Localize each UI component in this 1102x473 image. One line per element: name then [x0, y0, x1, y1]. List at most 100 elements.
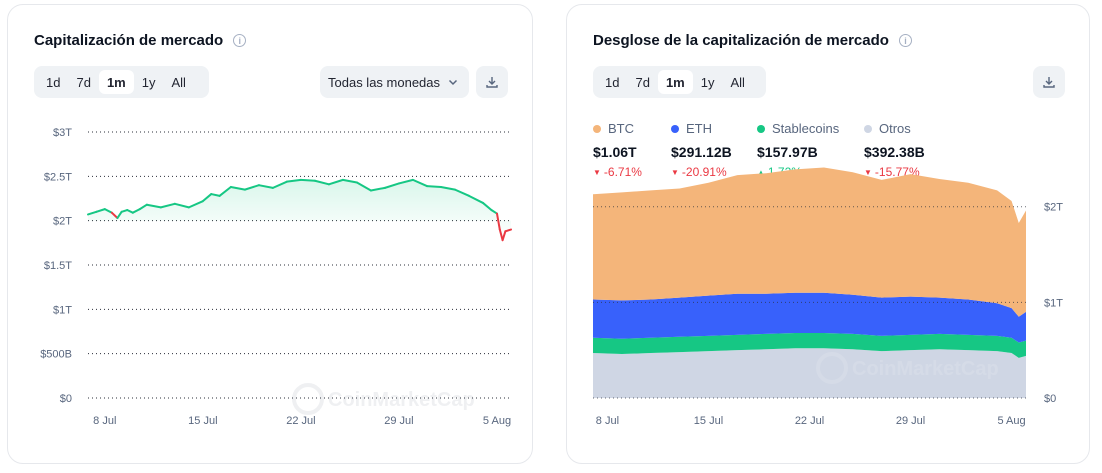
- market-cap-line-segment: [229, 185, 246, 191]
- market-cap-line-segment: [467, 194, 484, 204]
- market-cap-line-segment: [131, 208, 141, 214]
- y-tick-label: $1.5T: [44, 260, 72, 272]
- market-cap-line-segment: [138, 203, 148, 211]
- legend-change: ▼ -6.71%: [593, 165, 671, 179]
- download-button[interactable]: [1033, 66, 1065, 98]
- watermark: CoinMarketCap: [292, 383, 475, 415]
- market-cap-line-segment: [341, 178, 358, 184]
- legend-label: Otros: [864, 121, 944, 136]
- tab-1m[interactable]: 1m: [98, 70, 134, 94]
- tab-1y[interactable]: 1y: [141, 74, 156, 90]
- legend-color-dot: [593, 124, 601, 133]
- y-tick-label: $500B: [40, 349, 72, 361]
- market-cap-line-segment: [257, 184, 274, 189]
- market-cap-line-segment: [383, 182, 400, 189]
- legend-color-dot: [671, 124, 679, 133]
- tab-1d[interactable]: 1d: [46, 74, 61, 90]
- download-icon: [486, 77, 498, 88]
- market-cap-line-segment: [210, 193, 221, 197]
- tab-all[interactable]: All: [171, 74, 186, 90]
- coin-filter-label: Todas las monedas: [328, 74, 441, 90]
- legend-item-otros[interactable]: Otros $392.38B ▼ -15.77%: [864, 121, 944, 179]
- legend-item-btc[interactable]: BTC $1.06T ▼ -6.71%: [593, 121, 671, 179]
- legend-label: BTC: [593, 121, 671, 136]
- market-cap-title-row: Capitalización de mercado i: [34, 32, 247, 49]
- tab-7d[interactable]: 7d: [635, 74, 650, 90]
- y-tick-label: $0: [1044, 393, 1056, 405]
- triangle-down-icon: ▼: [671, 167, 679, 177]
- y-tick-label: $1T: [1044, 297, 1063, 309]
- tab-1y[interactable]: 1y: [700, 74, 715, 90]
- area-otros: [593, 348, 1026, 398]
- market-cap-line-segment: [501, 230, 507, 242]
- market-cap-line-segment: [425, 185, 442, 188]
- legend-change: ▼ -20.91%: [671, 165, 757, 179]
- x-tick-label: 8 Jul: [596, 415, 619, 427]
- coinmarketcap-logo-icon: [816, 352, 848, 384]
- x-tick-label: 22 Jul: [286, 415, 315, 427]
- market-cap-line-segment: [173, 202, 190, 209]
- tab-7d[interactable]: 7d: [76, 74, 91, 90]
- market-cap-line-segment: [243, 184, 260, 191]
- area-eth: [593, 292, 1026, 343]
- download-button[interactable]: [476, 66, 508, 98]
- triangle-up-icon: ▲: [757, 167, 765, 177]
- market-cap-line-segment: [397, 178, 414, 185]
- market-cap-line-segment: [159, 202, 176, 209]
- market-cap-breakdown-area-chart[interactable]: CoinMarketCap $2T $1T $0 8 Jul 15 Jul 22 Jul 29…: [567, 5, 1089, 463]
- watermark-text: CoinMarketCap: [852, 358, 999, 380]
- market-cap-line-segment: [495, 212, 501, 231]
- market-cap-line-segment: [504, 228, 512, 233]
- market-cap-title: Capitalización de mercado: [34, 32, 224, 49]
- area-fill: [88, 179, 511, 241]
- info-icon[interactable]: i: [898, 34, 912, 47]
- area-stablecoins: [593, 332, 1026, 358]
- legend-value: $1.06T: [593, 144, 637, 160]
- tab-all[interactable]: All: [730, 74, 745, 90]
- market-cap-line-segment: [299, 178, 316, 182]
- market-cap-line-segment: [187, 200, 204, 209]
- market-cap-line-segment: [87, 210, 98, 216]
- market-cap-line-segment: [145, 203, 162, 209]
- market-cap-line-segment: [327, 178, 344, 186]
- watermark-text: CoinMarketCap: [328, 389, 475, 411]
- market-cap-line-segment: [95, 208, 106, 213]
- market-cap-line-segment: [218, 185, 232, 197]
- y-tick-label: $2T: [53, 216, 72, 228]
- breakdown-title-row: Desglose de la capitalización de mercado…: [593, 32, 912, 49]
- legend-change-value: -6.71%: [603, 165, 642, 179]
- market-cap-line-segment: [285, 178, 302, 183]
- tab-1m[interactable]: 1m: [657, 70, 693, 94]
- market-cap-card: Capitalización de mercado i 1d 7d 1m 1y All …: [7, 4, 533, 464]
- market-cap-line-segment: [313, 179, 330, 186]
- legend-item-eth[interactable]: ETH $291.12B ▼ -20.91%: [671, 121, 757, 179]
- y-tick-label: $2.5T: [44, 171, 72, 183]
- watermark: CoinMarketCap: [816, 352, 999, 384]
- market-cap-line-segment: [453, 188, 470, 197]
- coin-filter-dropdown[interactable]: Todas las monedas: [320, 66, 469, 98]
- info-icon[interactable]: i: [233, 34, 247, 47]
- y-tick-label: $0: [60, 393, 72, 405]
- area-btc: [593, 167, 1026, 317]
- time-range-tabs: 1d 7d 1m 1y All: [593, 66, 766, 98]
- legend-name: ETH: [686, 121, 712, 136]
- legend-label: Stablecoins: [757, 121, 864, 136]
- market-cap-line-segment: [369, 186, 386, 192]
- market-cap-line-chart[interactable]: $3T $2.5T $2T $1.5T $1T $500B $0 8 Jul 15 Jul 22 …: [8, 5, 532, 463]
- market-cap-line-segment: [103, 208, 113, 214]
- market-cap-line-segment: [126, 209, 134, 214]
- breakdown-title: Desglose de la capitalización de mercado: [593, 32, 889, 49]
- market-cap-line-segment: [116, 210, 123, 220]
- y-tick-label: $2T: [1044, 202, 1063, 214]
- market-cap-line-segment: [411, 178, 428, 188]
- x-tick-label: 22 Jul: [795, 415, 824, 427]
- market-cap-line-segment: [490, 209, 498, 215]
- coinmarketcap-logo-icon: [292, 383, 324, 415]
- x-tick-label: 5 Aug: [997, 415, 1025, 427]
- x-tick-label: 8 Jul: [93, 415, 116, 427]
- legend-value: $291.12B: [671, 144, 732, 160]
- x-tick-label: 15 Jul: [694, 415, 723, 427]
- tab-1d[interactable]: 1d: [605, 74, 620, 90]
- legend-value: $392.38B: [864, 144, 925, 160]
- chevron-down-icon: [448, 79, 458, 86]
